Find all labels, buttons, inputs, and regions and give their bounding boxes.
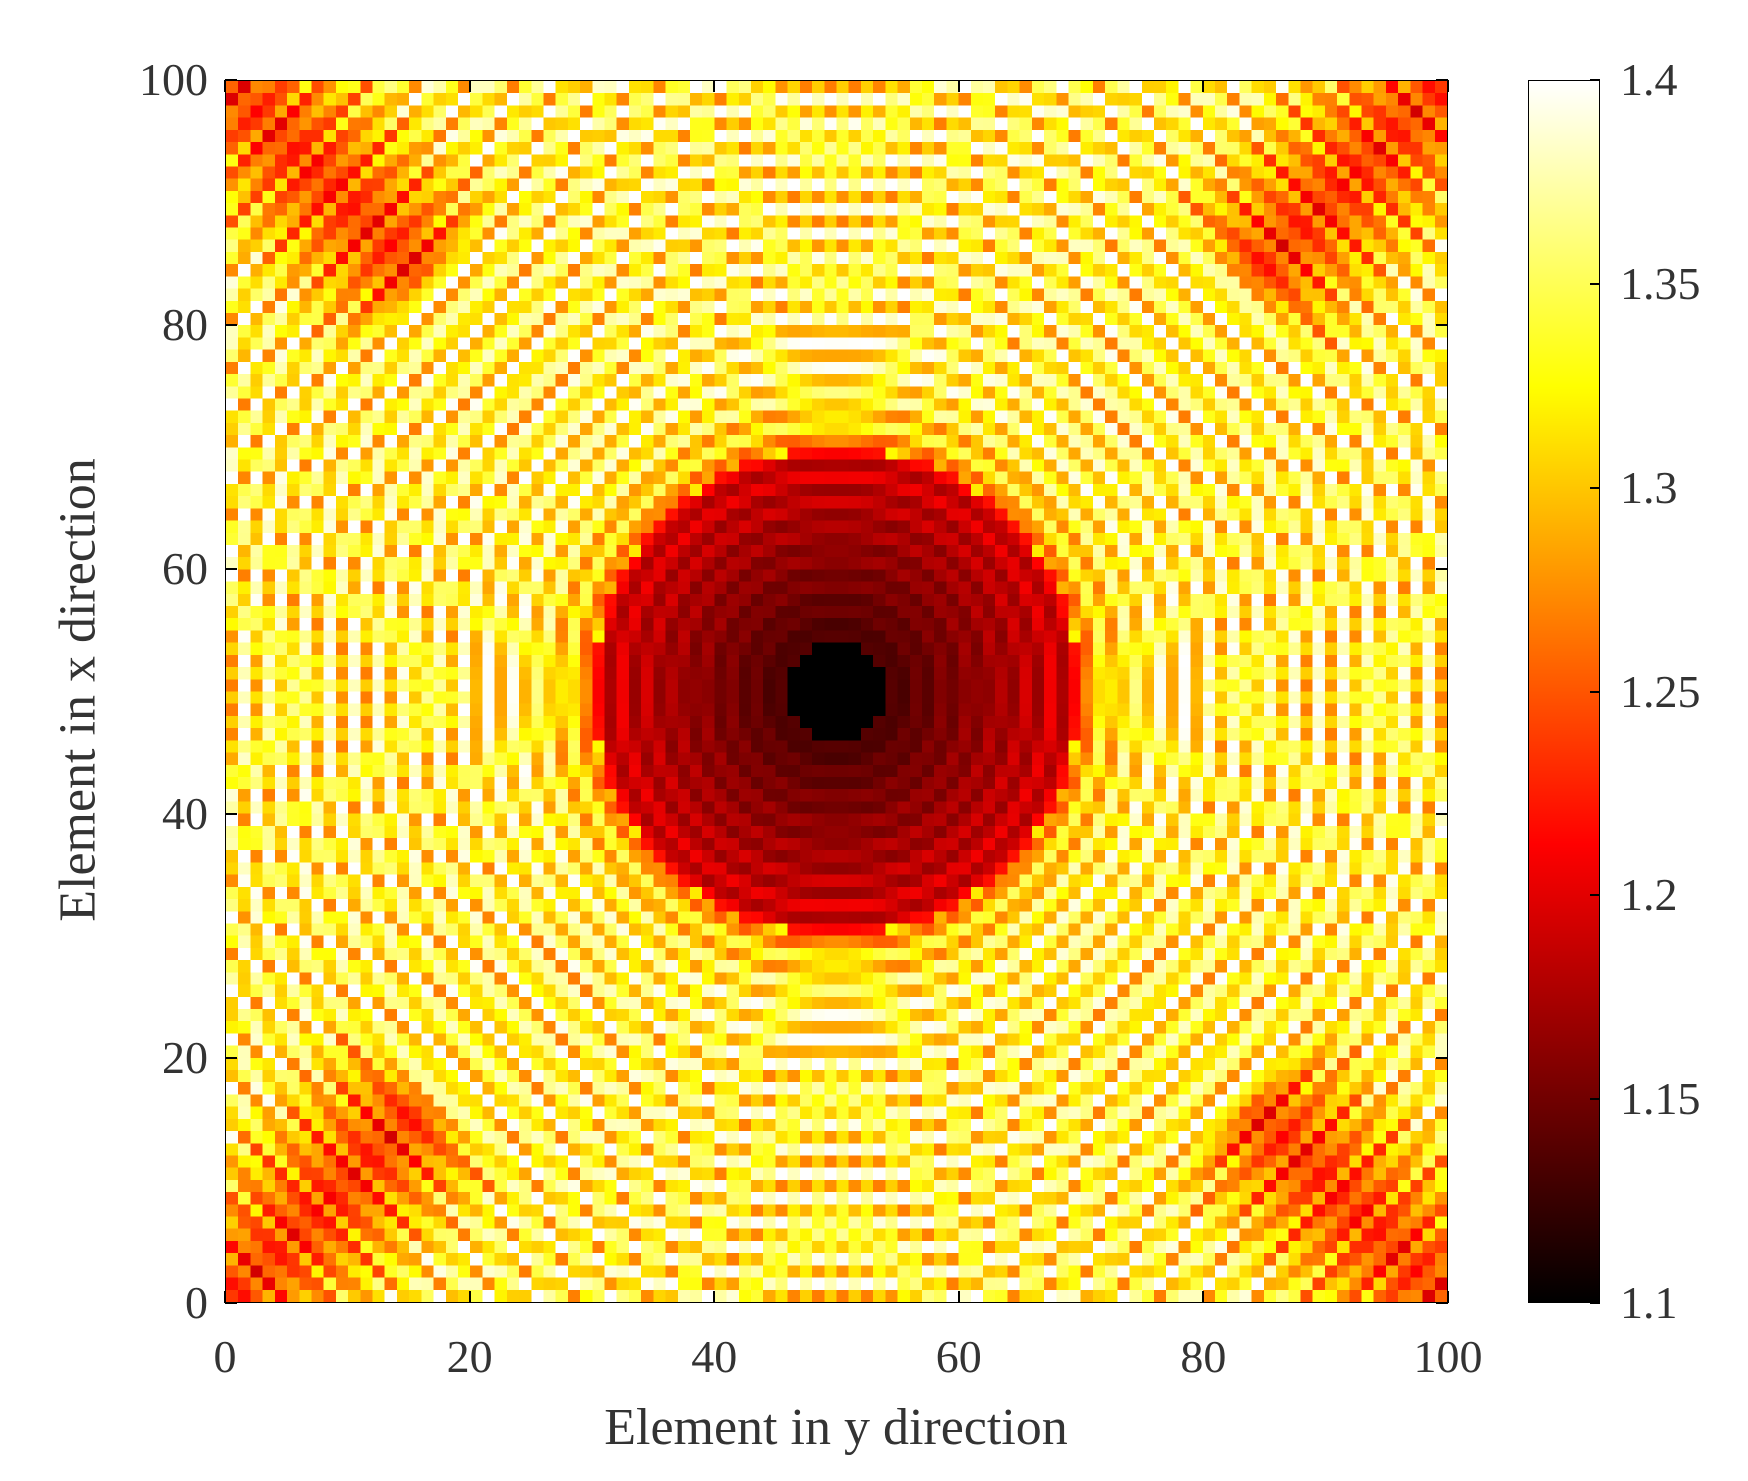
colorbar-tick-mark bbox=[1590, 1302, 1600, 1304]
heatmap-image bbox=[226, 81, 1447, 1302]
y-tick-mark-right bbox=[1436, 568, 1448, 571]
y-tick-label: 40 bbox=[162, 787, 208, 839]
x-tick-mark bbox=[468, 1291, 471, 1303]
colorbar bbox=[1528, 80, 1600, 1303]
y-tick-mark bbox=[225, 1057, 237, 1060]
colorbar-tick-label: 1.4 bbox=[1620, 54, 1678, 105]
plot-area bbox=[225, 80, 1448, 1303]
x-tick-mark-top bbox=[1447, 80, 1449, 92]
x-axis-label: Element in y direction bbox=[604, 1399, 1068, 1456]
x-tick-mark-top bbox=[957, 80, 960, 92]
colorbar-tick-mark bbox=[1590, 79, 1600, 81]
y-tick-label: 80 bbox=[162, 298, 208, 350]
y-tick-mark-right bbox=[1436, 79, 1448, 81]
colorbar-tick-mark bbox=[1590, 1098, 1600, 1101]
x-tick-label: 60 bbox=[935, 1331, 982, 1382]
colorbar-tick-label: 1.3 bbox=[1620, 461, 1678, 513]
x-tick-mark-top bbox=[1202, 80, 1205, 92]
y-tick-mark bbox=[225, 1302, 237, 1304]
colorbar-tick-mark bbox=[1590, 282, 1600, 285]
colorbar-tick-mark bbox=[1590, 690, 1600, 693]
y-tick-label: 100 bbox=[139, 54, 208, 105]
colorbar-tick-label: 1.15 bbox=[1620, 1073, 1701, 1125]
x-tick-mark bbox=[1202, 1291, 1205, 1303]
y-tick-mark-right bbox=[1436, 812, 1448, 815]
x-tick-label: 0 bbox=[213, 1331, 237, 1382]
x-tick-mark bbox=[957, 1291, 960, 1303]
x-tick-mark-top bbox=[224, 80, 226, 92]
x-tick-mark-top bbox=[713, 80, 716, 92]
x-tick-mark bbox=[713, 1291, 716, 1303]
y-tick-mark-right bbox=[1436, 1057, 1448, 1060]
y-tick-mark-right bbox=[1436, 323, 1448, 326]
x-tick-label: 40 bbox=[691, 1331, 738, 1382]
y-tick-mark-right bbox=[1436, 1302, 1448, 1304]
x-tick-mark bbox=[224, 1291, 226, 1303]
y-tick-label: 0 bbox=[185, 1277, 208, 1328]
y-axis-label: Element in x direction bbox=[49, 458, 107, 922]
y-tick-label: 20 bbox=[162, 1032, 208, 1084]
x-tick-label: 20 bbox=[446, 1331, 493, 1382]
colorbar-tick-label: 1.2 bbox=[1620, 869, 1678, 921]
y-tick-mark bbox=[225, 812, 237, 815]
x-tick-label: 80 bbox=[1180, 1331, 1227, 1382]
colorbar-tick-label: 1.25 bbox=[1620, 665, 1701, 717]
y-tick-mark bbox=[225, 568, 237, 571]
colorbar-tick-mark bbox=[1590, 486, 1600, 489]
x-tick-mark bbox=[1447, 1291, 1449, 1303]
x-tick-mark-top bbox=[468, 80, 471, 92]
colorbar-gradient bbox=[1529, 81, 1599, 1302]
x-tick-label: 100 bbox=[1413, 1331, 1483, 1382]
y-tick-mark bbox=[225, 79, 237, 81]
colorbar-tick-label: 1.35 bbox=[1620, 257, 1701, 309]
colorbar-tick-label: 1.1 bbox=[1620, 1277, 1678, 1328]
y-tick-mark bbox=[225, 323, 237, 326]
colorbar-tick-mark bbox=[1590, 894, 1600, 897]
y-tick-label: 60 bbox=[162, 543, 208, 595]
